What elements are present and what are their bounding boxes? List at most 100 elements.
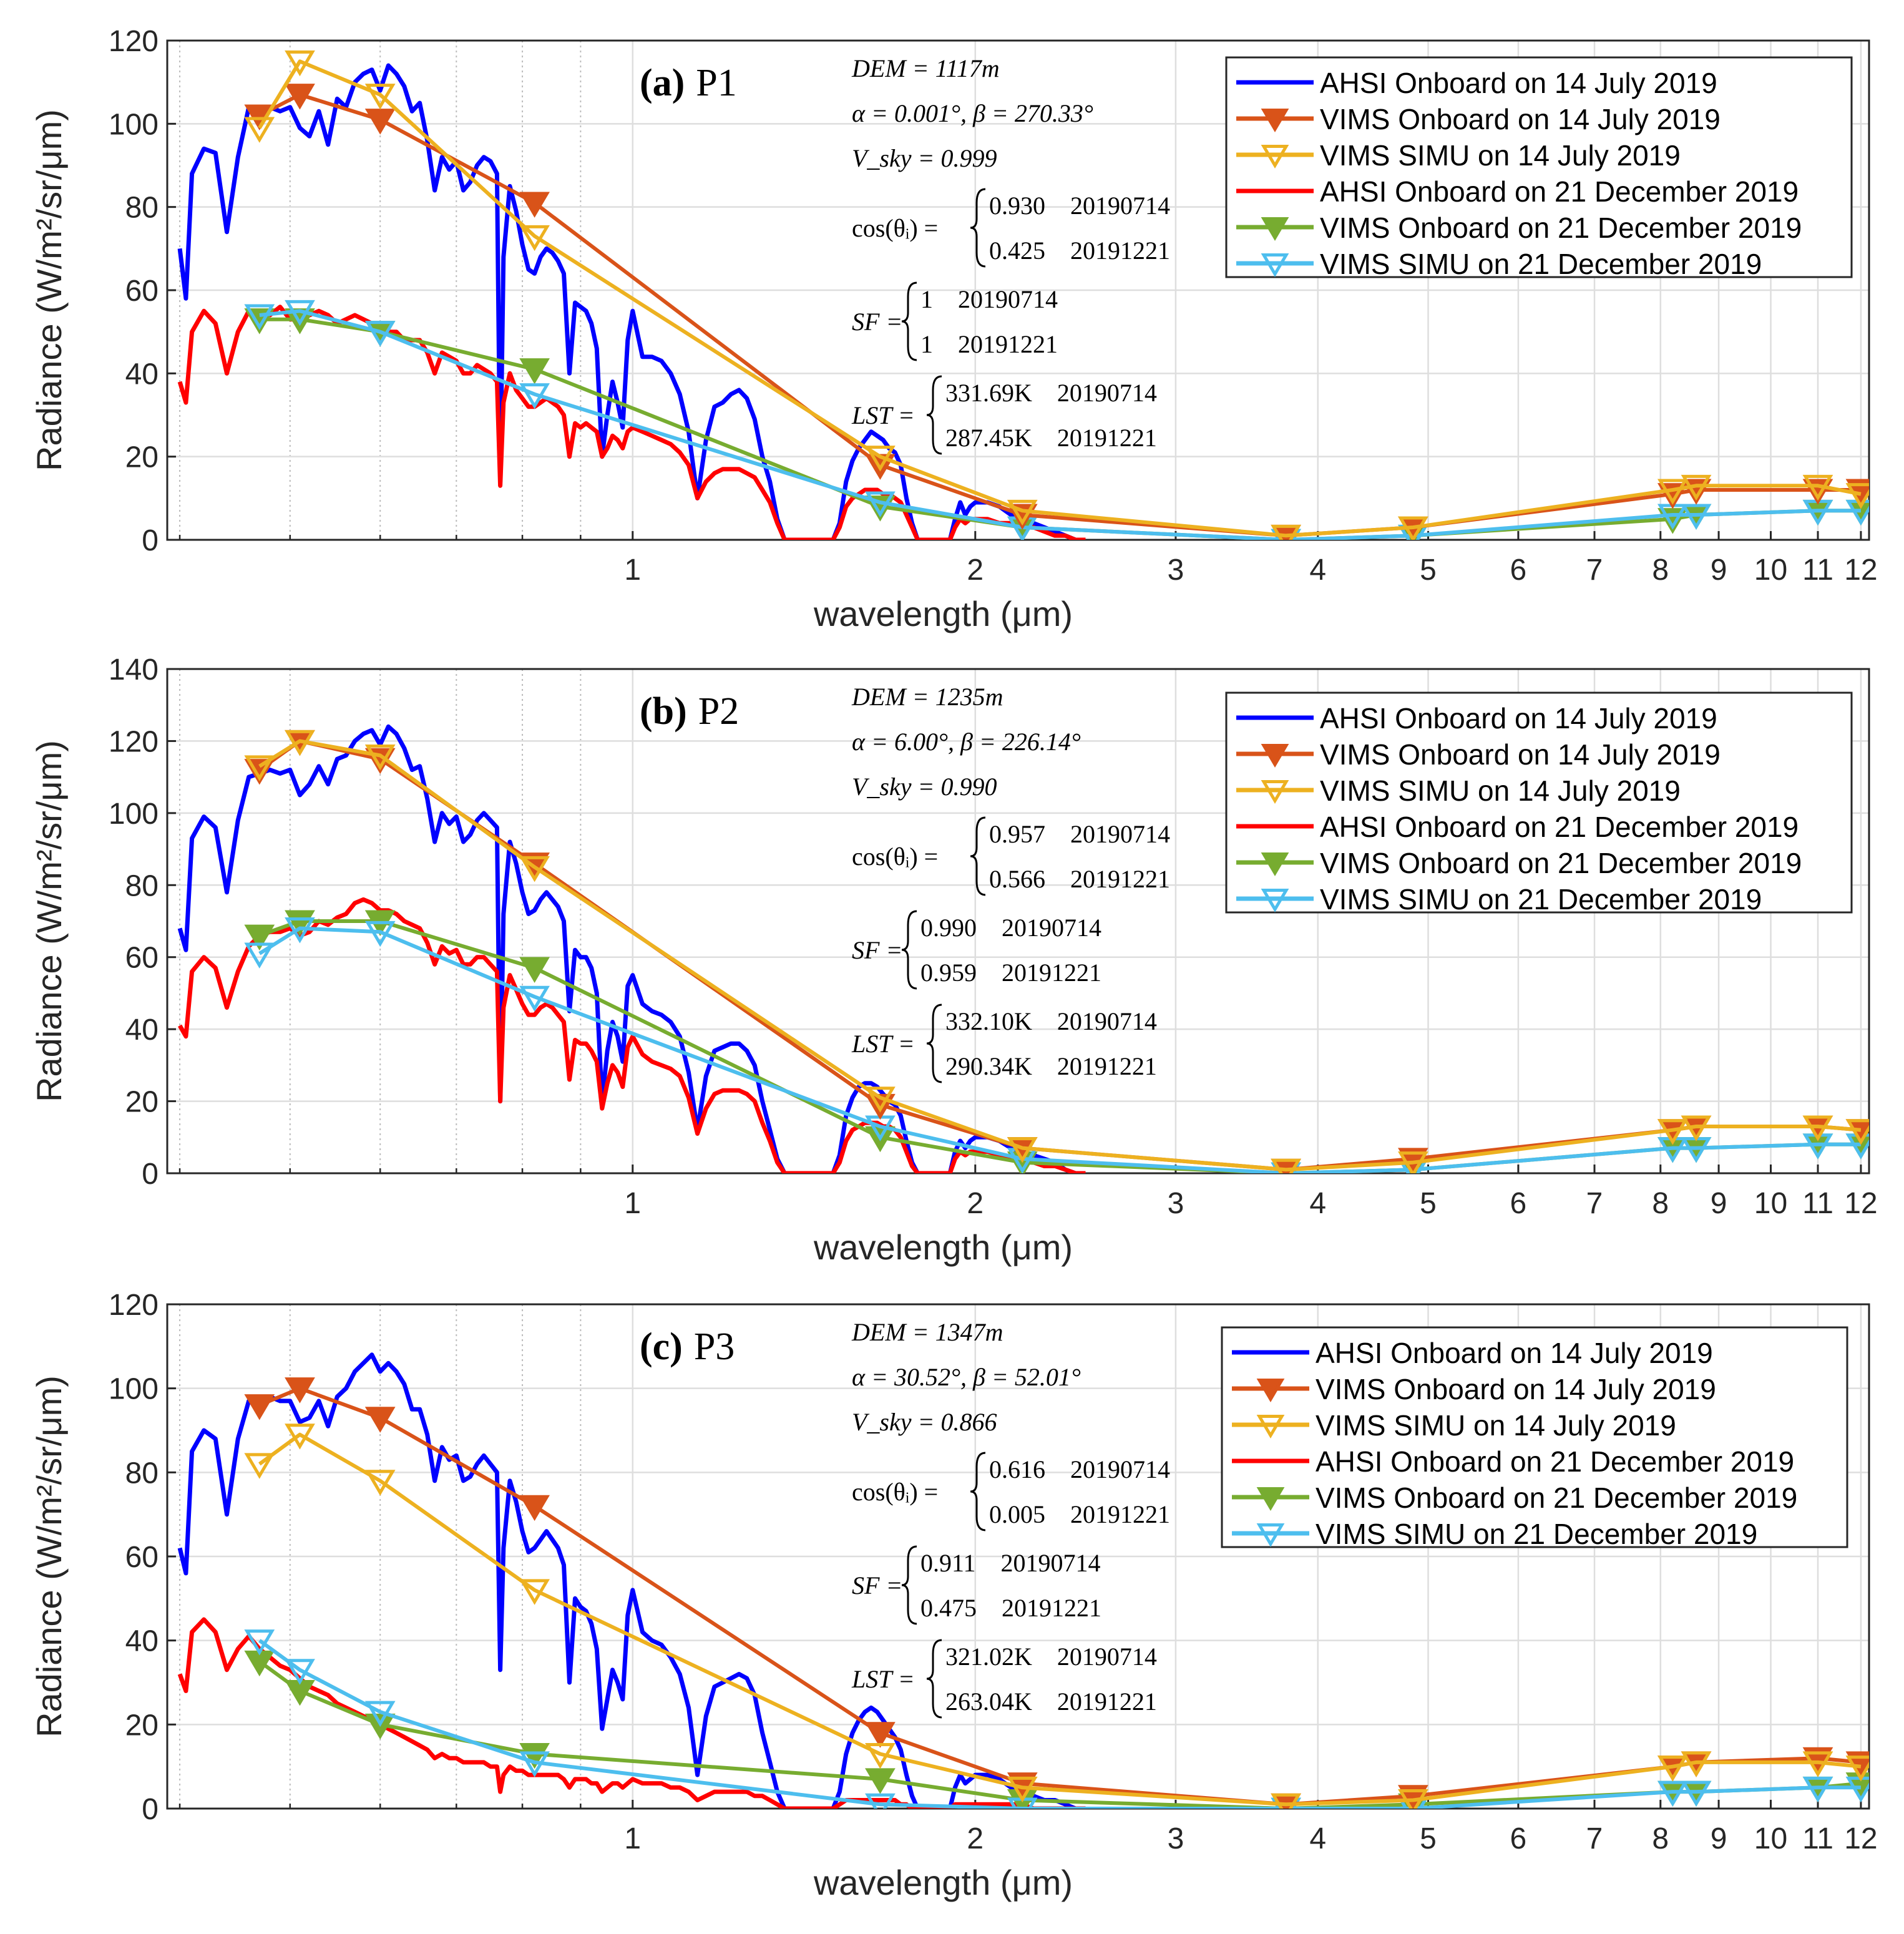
legend-item: VIMS SIMU on 21 December 2019	[1236, 248, 1762, 280]
sf-value-2: 0.475 20191221	[920, 1594, 1101, 1622]
sf-label: SF =	[852, 308, 902, 336]
data-marker	[244, 1394, 275, 1420]
x-tick-label: 8	[1652, 1822, 1669, 1855]
x-tick-label: 2	[967, 1187, 984, 1220]
cos-value-2: 0.566 20191221	[989, 865, 1170, 893]
y-axis-label: Radiance (W/m²/sr/μm)	[29, 740, 69, 1102]
series-line-2	[258, 59, 1862, 538]
data-marker	[519, 192, 550, 218]
panel-name: P1	[696, 62, 736, 104]
legend-label: VIMS Onboard on 14 July 2019	[1320, 738, 1721, 771]
y-tick-label: 20	[125, 1086, 159, 1119]
vsky-annotation: V_sky = 0.990	[852, 773, 997, 801]
x-tick-label: 12	[1844, 554, 1877, 587]
panel-name: P2	[698, 690, 739, 733]
legend-label: VIMS Onboard on 21 December 2019	[1316, 1482, 1797, 1514]
data-marker	[1845, 1119, 1869, 1145]
y-axis-label: Radiance (W/m²/sr/μm)	[29, 1375, 69, 1737]
legend-marker	[1261, 145, 1289, 169]
data-marker	[364, 745, 396, 771]
lst-value-1: 332.10K 20190714	[945, 1007, 1157, 1035]
cos-value-2: 0.005 20191221	[989, 1500, 1170, 1528]
x-tick-label: 2	[967, 554, 984, 587]
legend-label: AHSI Onboard on 21 December 2019	[1320, 811, 1799, 843]
y-tick-label: 80	[125, 869, 159, 902]
x-tick-label: 8	[1652, 554, 1669, 587]
panel-label: (c)	[640, 1326, 683, 1368]
brace-icon	[926, 1639, 942, 1719]
legend-label: VIMS SIMU on 21 December 2019	[1316, 1518, 1757, 1550]
brace-icon	[901, 1545, 917, 1625]
data-marker	[519, 1751, 550, 1777]
axes-frame	[166, 668, 1870, 1175]
legend-item: VIMS Onboard on 14 July 2019	[1236, 738, 1721, 771]
cos-value-2: 0.425 20191221	[989, 237, 1170, 265]
x-axis-label: wavelength (μm)	[813, 594, 1073, 633]
x-tick-label: 10	[1754, 1822, 1787, 1855]
dem-annotation: DEM = 1235m	[851, 683, 1003, 711]
legend-item: VIMS SIMU on 14 July 2019	[1236, 139, 1681, 172]
data-marker	[285, 50, 315, 77]
sf-value-2: 0.959 20191221	[920, 959, 1101, 987]
y-tick-label: 0	[142, 1158, 159, 1191]
data-marker	[1398, 516, 1428, 540]
x-tick-label: 5	[1420, 554, 1437, 587]
x-tick-label: 1	[624, 554, 641, 587]
data-marker	[1657, 1756, 1688, 1782]
brace-icon	[926, 375, 942, 455]
data-marker	[865, 1768, 896, 1794]
legend-marker	[1261, 109, 1289, 133]
data-marker	[1802, 1751, 1833, 1777]
sf-value-1: 0.911 20190714	[920, 1549, 1101, 1577]
data-marker	[364, 1701, 396, 1727]
y-tick-label: 40	[125, 358, 159, 391]
data-marker	[1802, 1115, 1833, 1141]
y-tick-label: 20	[125, 441, 159, 474]
lst-value-2: 263.04K 20191221	[945, 1687, 1157, 1716]
y-tick-label: 140	[109, 653, 159, 686]
legend-label: VIMS SIMU on 14 July 2019	[1320, 774, 1681, 807]
lst-value-1: 321.02K 20190714	[945, 1643, 1157, 1671]
data-marker	[865, 446, 896, 472]
panel-title: (a) P1	[640, 62, 737, 104]
y-tick-label: 0	[142, 524, 159, 557]
legend-item: VIMS Onboard on 14 July 2019	[1232, 1373, 1716, 1405]
data-marker	[865, 1793, 896, 1809]
sf-value-2: 1 20191221	[920, 330, 1058, 358]
data-marker	[519, 225, 550, 252]
data-marker	[519, 1579, 550, 1605]
x-tick-label: 2	[967, 1822, 984, 1855]
data-marker	[519, 985, 550, 1012]
x-tick-label: 1	[624, 1822, 641, 1855]
y-tick-label: 120	[109, 25, 159, 58]
data-marker	[519, 1742, 550, 1769]
vsky-annotation: V_sky = 0.866	[852, 1408, 997, 1436]
data-marker	[1398, 1789, 1428, 1809]
dem-annotation: DEM = 1117m	[851, 54, 1000, 82]
data-marker	[285, 1377, 315, 1404]
y-tick-label: 20	[125, 1709, 159, 1742]
lst-label: LST =	[851, 401, 915, 429]
legend-item: AHSI Onboard on 14 July 2019	[1232, 1337, 1713, 1369]
sf-value-1: 1 20190714	[920, 285, 1058, 313]
x-tick-label: 4	[1309, 1822, 1326, 1855]
x-tick-label: 10	[1754, 1187, 1787, 1220]
data-marker	[1802, 474, 1833, 501]
legend-item: VIMS Onboard on 21 December 2019	[1232, 1482, 1797, 1514]
dem-annotation: DEM = 1347m	[851, 1318, 1003, 1346]
y-tick-label: 60	[125, 275, 159, 308]
cos-label: cos(θᵢ) =	[852, 842, 938, 871]
x-tick-label: 9	[1711, 1187, 1727, 1220]
legend-label: VIMS Onboard on 14 July 2019	[1316, 1373, 1716, 1405]
series-line-5	[258, 1639, 1861, 1809]
brace-icon	[901, 910, 917, 990]
x-tick-label: 11	[1802, 554, 1833, 587]
data-marker	[1271, 1158, 1302, 1173]
x-tick-label: 3	[1168, 554, 1184, 587]
series-line-2	[258, 739, 1862, 1172]
cos-value-1: 0.957 20190714	[989, 820, 1170, 848]
legend-marker	[1256, 1487, 1285, 1512]
series-group	[177, 724, 1869, 1173]
data-marker	[1007, 1137, 1038, 1163]
